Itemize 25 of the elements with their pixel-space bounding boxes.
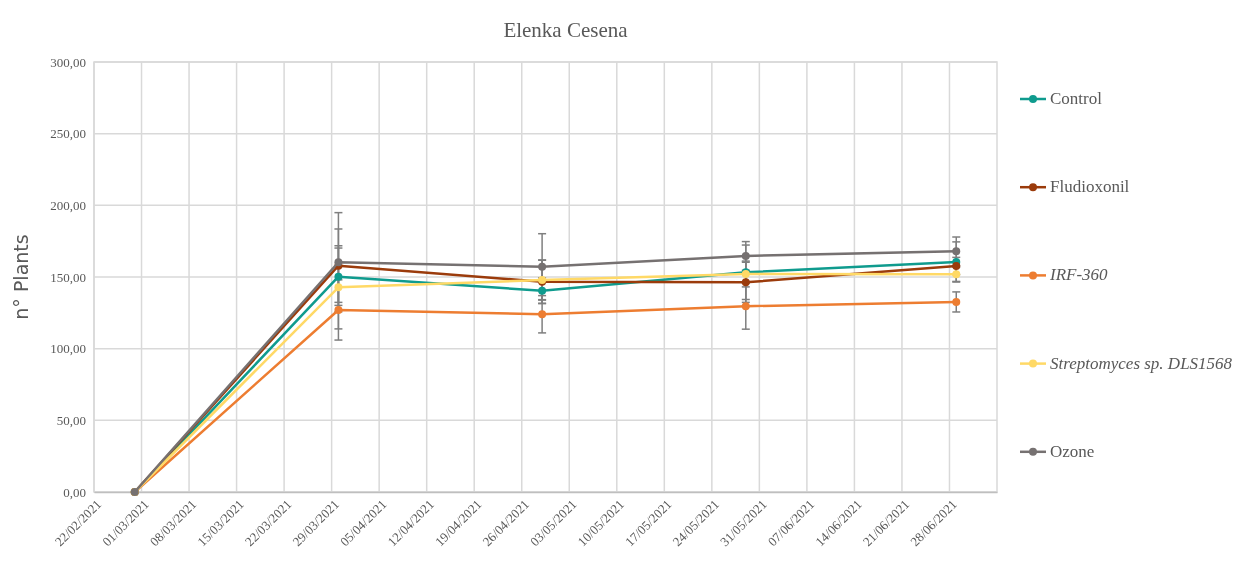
legend-label: Streptomyces sp. DLS1568 bbox=[1050, 353, 1233, 373]
legend-label: IRF-360 bbox=[1049, 265, 1109, 285]
point bbox=[741, 278, 750, 287]
chart-title: Elenka Cesena bbox=[503, 18, 629, 42]
point bbox=[334, 305, 343, 314]
point bbox=[952, 247, 961, 256]
point bbox=[741, 251, 750, 260]
point bbox=[538, 262, 547, 271]
point bbox=[538, 286, 547, 295]
point bbox=[538, 310, 547, 319]
point bbox=[741, 302, 750, 311]
legend-label: Fludioxonil bbox=[1050, 177, 1130, 197]
y-axis-title: n° Plants bbox=[10, 234, 32, 320]
y-tick-label: 150,00 bbox=[50, 269, 86, 285]
point bbox=[952, 297, 961, 306]
legend-label: Control bbox=[1050, 89, 1103, 108]
y-tick-label: 50,00 bbox=[56, 412, 86, 428]
point bbox=[334, 272, 343, 281]
y-tick-label: 300,00 bbox=[50, 54, 86, 70]
legend-label: Ozone bbox=[1050, 441, 1095, 461]
y-tick-label: 200,00 bbox=[50, 197, 86, 213]
y-tick-label: 250,00 bbox=[50, 126, 86, 142]
point bbox=[334, 283, 343, 292]
y-tick-label: 0,00 bbox=[63, 484, 86, 500]
y-tick-label: 100,00 bbox=[50, 341, 86, 357]
